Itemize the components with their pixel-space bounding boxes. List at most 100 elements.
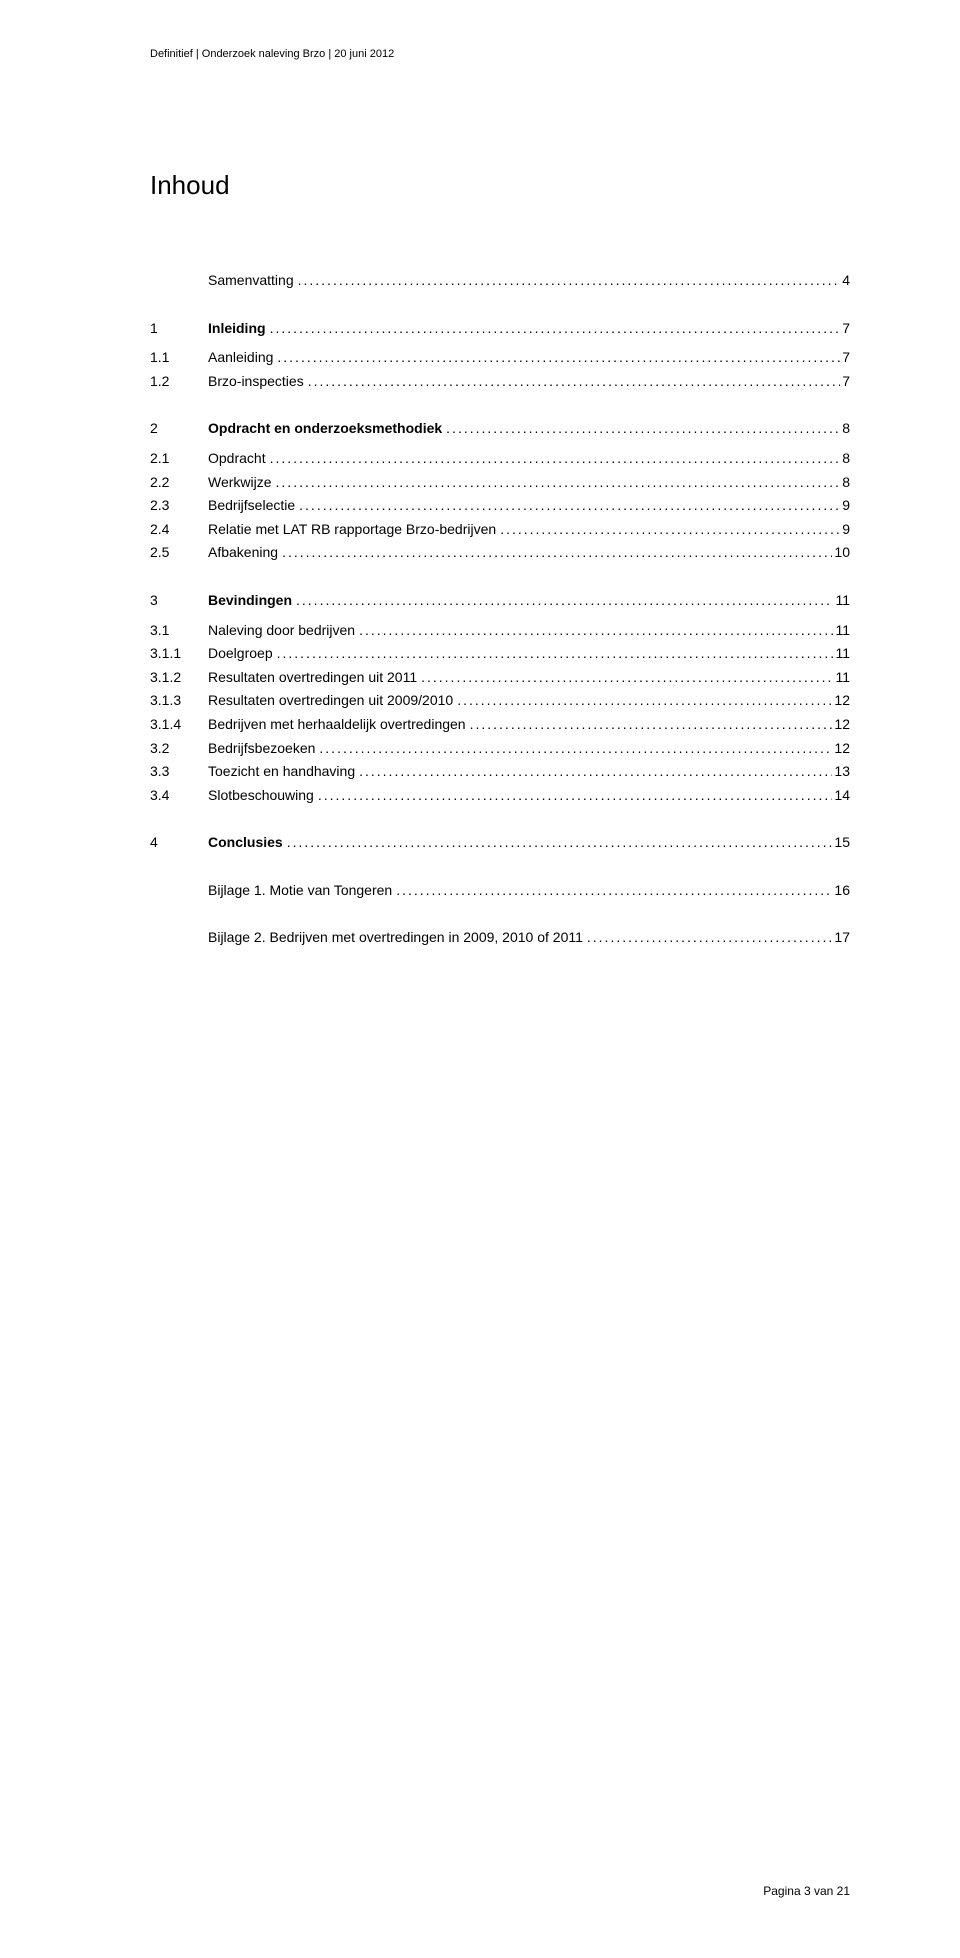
toc-label: Opdracht [208,449,266,469]
toc-number: 3.1.3 [150,691,208,711]
toc-leader [283,833,833,853]
toc-entry: 1.2Brzo-inspecties7 [150,372,850,392]
toc-page-number: 13 [832,762,850,782]
toc-leader [583,928,833,948]
toc-label: Brzo-inspecties [208,372,304,392]
toc-gap [150,395,850,419]
toc-gap [150,857,850,881]
toc-label: Slotbeschouwing [208,786,314,806]
toc-label: Werkwijze [208,473,272,493]
toc-page-number: 8 [840,449,850,469]
toc-entry: Samenvatting 4 [150,271,850,291]
toc-page-number: 4 [840,271,850,291]
toc-label: Opdracht en onderzoeksmethodiek [208,419,442,439]
page-footer: Pagina 3 van 21 [763,1884,850,1898]
toc-number: 2.4 [150,520,208,540]
toc-label: Bijlage 2. Bedrijven met overtredingen i… [208,928,583,948]
toc-label: Aanleiding [208,348,273,368]
toc-page-number: 9 [840,496,850,516]
toc-leader [273,644,834,664]
toc-label: Bedrijfselectie [208,496,295,516]
toc-page-number: 12 [832,691,850,711]
toc-leader [266,319,841,339]
toc-leader [292,591,833,611]
toc-number: 2.1 [150,449,208,469]
toc-entry: 2.2Werkwijze 8 [150,473,850,493]
toc-entry: 2Opdracht en onderzoeksmethodiek8 [150,419,850,439]
toc-leader [496,520,840,540]
toc-leader [315,739,832,759]
toc-page-number: 17 [832,928,850,948]
toc-gap [150,904,850,928]
toc-entry: 3.2Bedrijfsbezoeken 12 [150,739,850,759]
toc-entry: 3.1.4Bedrijven met herhaaldelijk overtre… [150,715,850,735]
toc-number: 3.1.4 [150,715,208,735]
toc-label: Bedrijfsbezoeken [208,739,315,759]
toc-entry: Bijlage 1. Motie van Tongeren 16 [150,881,850,901]
toc-number: 3.2 [150,739,208,759]
toc-page-number: 11 [833,644,850,664]
toc-leader [295,496,840,516]
toc-number: 4 [150,833,208,853]
toc-entry: 3.1Naleving door bedrijven11 [150,621,850,641]
toc-entry: 2.3Bedrijfselectie 9 [150,496,850,516]
toc-entry: 3.1.1Doelgroep 11 [150,644,850,664]
toc-page-number: 14 [832,786,850,806]
toc-number: 1 [150,319,208,339]
page-title: Inhoud [150,170,850,201]
toc-page-number: 11 [833,621,850,641]
toc-number: 2.3 [150,496,208,516]
toc-leader [273,348,840,368]
toc-label: Resultaten overtredingen uit 2011 [208,668,417,688]
toc-leader [466,715,833,735]
toc-label: Toezicht en handhaving [208,762,355,782]
toc-page-number: 11 [833,591,850,611]
toc-entry: 2.4Relatie met LAT RB rapportage Brzo-be… [150,520,850,540]
toc-page-number: 12 [832,739,850,759]
toc-label: Bedrijven met herhaaldelijk overtredinge… [208,715,466,735]
toc-label: Conclusies [208,833,283,853]
toc-label: Afbakening [208,543,278,563]
toc-number: 3 [150,591,208,611]
toc-page-number: 7 [840,348,850,368]
toc-leader [392,881,832,901]
toc-leader [314,786,833,806]
toc-number: 3.1.2 [150,668,208,688]
toc-page-number: 16 [832,881,850,901]
toc-leader [442,419,840,439]
toc-page-number: 15 [832,833,850,853]
toc-page-number: 7 [840,372,850,392]
toc-page-number: 9 [840,520,850,540]
toc-number: 2.5 [150,543,208,563]
toc-number: 2.2 [150,473,208,493]
toc-label: Bevindingen [208,591,292,611]
toc-label: Resultaten overtredingen uit 2009/2010 [208,691,453,711]
toc-entry: 2.1Opdracht 8 [150,449,850,469]
toc-number: 3.1.1 [150,644,208,664]
toc-leader [266,449,841,469]
toc-entry: 3.3Toezicht en handhaving13 [150,762,850,782]
toc-entry: 3.1.2Resultaten overtredingen uit 201111 [150,668,850,688]
toc-label: Samenvatting [208,271,294,291]
toc-number: 2 [150,419,208,439]
toc-entry: 1.1Aanleiding 7 [150,348,850,368]
toc-number: 3.4 [150,786,208,806]
toc-page-number: 10 [832,543,850,563]
toc-entry: 4Conclusies 15 [150,833,850,853]
toc-leader [278,543,832,563]
toc-entry: 3.1.3Resultaten overtredingen uit 2009/2… [150,691,850,711]
toc-label: Bijlage 1. Motie van Tongeren [208,881,392,901]
running-header: Definitief | Onderzoek naleving Brzo | 2… [150,48,850,60]
toc-page-number: 7 [840,319,850,339]
toc-leader [355,762,832,782]
toc-gap [150,809,850,833]
toc-entry: 1Inleiding7 [150,319,850,339]
table-of-contents: Samenvatting41Inleiding71.1Aanleiding71.… [150,271,850,948]
toc-leader [453,691,832,711]
toc-entry: 2.5Afbakening 10 [150,543,850,563]
toc-number: 1.1 [150,348,208,368]
toc-entry: 3Bevindingen 11 [150,591,850,611]
toc-page-number: 8 [840,473,850,493]
toc-label: Doelgroep [208,644,273,664]
toc-gap [150,295,850,319]
